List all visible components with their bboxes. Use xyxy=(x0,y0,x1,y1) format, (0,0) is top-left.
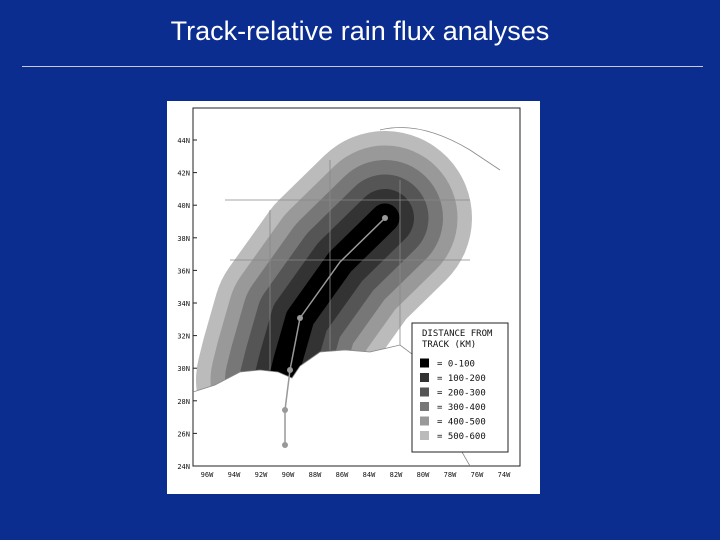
track-point xyxy=(297,315,303,321)
lat-label: 30N xyxy=(177,365,190,373)
legend-label: = 300-400 xyxy=(437,403,486,413)
slide-title: Track-relative rain flux analyses xyxy=(170,16,550,46)
track-points xyxy=(282,215,388,448)
track-point xyxy=(382,215,388,221)
legend-label: = 500-600 xyxy=(437,432,486,442)
lon-label: 74W xyxy=(498,471,511,479)
lat-label: 24N xyxy=(177,463,190,471)
lon-label: 94W xyxy=(228,471,241,479)
legend-label: = 100-200 xyxy=(437,374,486,384)
track-point xyxy=(282,442,288,448)
lon-label: 78W xyxy=(444,471,457,479)
lon-label: 90W xyxy=(282,471,295,479)
legend-swatch xyxy=(420,358,429,368)
legend-swatch xyxy=(420,402,429,411)
storm-track xyxy=(284,217,386,445)
lon-label: 84W xyxy=(363,471,376,479)
legend-swatch xyxy=(420,387,429,397)
lat-label: 34N xyxy=(177,300,190,308)
title-rule xyxy=(22,66,703,67)
lat-label: 26N xyxy=(177,430,190,438)
lat-label: 32N xyxy=(177,333,190,341)
lon-label: 82W xyxy=(390,471,403,479)
legend-title: DISTANCE FROM TRACK (KM) xyxy=(422,329,493,350)
legend-label: = 0-100 xyxy=(437,360,475,370)
lon-label: 76W xyxy=(471,471,484,479)
legend-label: = 200-300 xyxy=(437,389,486,399)
legend-swatch xyxy=(420,431,429,440)
lat-label: 38N xyxy=(177,235,190,243)
track-point xyxy=(282,407,288,413)
legend-label: = 400-500 xyxy=(437,418,486,428)
lat-label: 28N xyxy=(177,398,190,406)
lat-label: 44N xyxy=(177,137,190,145)
lon-label: 96W xyxy=(201,471,214,479)
lat-label: 36N xyxy=(177,267,190,275)
lon-label: 86W xyxy=(336,471,349,479)
legend-swatch xyxy=(420,373,429,382)
legend-swatch xyxy=(420,416,429,426)
lon-label: 88W xyxy=(309,471,322,479)
lat-label: 42N xyxy=(177,170,190,178)
lon-label: 92W xyxy=(255,471,268,479)
lat-label: 40N xyxy=(177,202,190,210)
state-lines xyxy=(225,127,501,370)
track-point xyxy=(287,367,293,373)
lon-label: 80W xyxy=(417,471,430,479)
